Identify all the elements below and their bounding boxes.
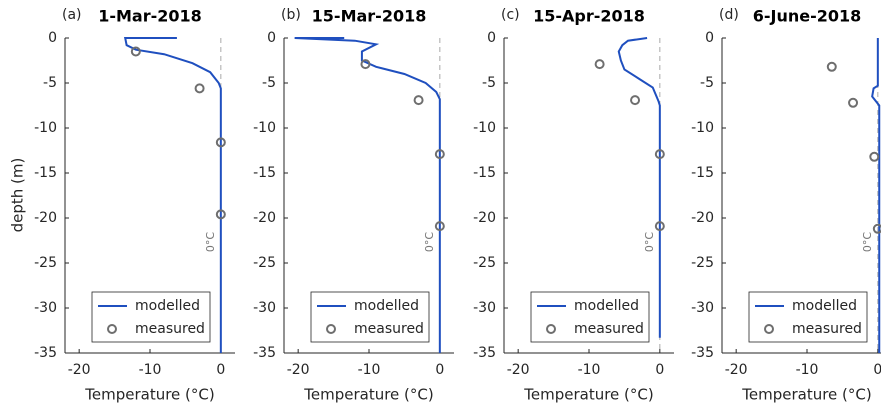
- y-tick-label: -30: [253, 300, 276, 316]
- x-tick-label: -20: [725, 362, 748, 378]
- x-axis-label: Temperature (°C): [303, 386, 433, 404]
- x-tick-label: -20: [507, 362, 530, 378]
- measured-point: [413, 95, 424, 106]
- y-tick-label: -15: [691, 165, 714, 181]
- y-tick-label: -30: [34, 300, 57, 316]
- y-tick-label: -35: [34, 345, 57, 361]
- y-tick-label: 0: [705, 30, 714, 46]
- y-tick-label: -5: [262, 75, 276, 91]
- y-tick-label: -25: [691, 255, 714, 271]
- legend-label: measured: [792, 321, 862, 337]
- y-tick-label: -25: [473, 255, 496, 271]
- chart-title: 1-Mar-2018: [98, 7, 202, 26]
- y-tick-label: -15: [473, 165, 496, 181]
- measured-point: [826, 61, 837, 72]
- y-tick-label: -5: [700, 75, 714, 91]
- y-tick-label: -25: [253, 255, 276, 271]
- panel-label: (c): [501, 7, 520, 23]
- panel: (b) 15-Mar-2018 0 -5 -10 -15 -20 -25 -30 -35 -20 -1…: [253, 7, 454, 404]
- x-tick-label: -10: [796, 362, 819, 378]
- y-tick-label: -5: [482, 75, 496, 91]
- measured-point: [215, 209, 226, 220]
- y-tick-label: -30: [691, 300, 714, 316]
- y-tick-label: -5: [43, 75, 57, 91]
- measured-point: [434, 221, 445, 232]
- x-axis-label: Temperature (°C): [741, 386, 871, 404]
- legend-label: modelled: [354, 298, 419, 314]
- measured-point: [848, 97, 859, 108]
- measured-point: [594, 59, 605, 70]
- y-tick-label: -25: [34, 255, 57, 271]
- y-axis-label: depth (m): [9, 158, 27, 233]
- annotation: 0°C: [204, 232, 217, 252]
- panel: (a) 1-Mar-2018 0 -5 -10 -15 -20 -25 -30 -35 -20 -10…: [9, 7, 235, 404]
- x-tick-label: 0: [435, 362, 444, 378]
- x-tick-label: -20: [68, 362, 91, 378]
- chart-title: 15-Apr-2018: [533, 7, 645, 26]
- legend-label: measured: [135, 321, 205, 337]
- y-tick-label: -10: [691, 120, 714, 136]
- measured-point: [130, 46, 141, 57]
- y-tick-label: -35: [473, 345, 496, 361]
- y-tick-label: -35: [253, 345, 276, 361]
- y-tick-label: -20: [253, 210, 276, 226]
- x-axis-label: Temperature (°C): [84, 386, 214, 404]
- x-axis-label: Temperature (°C): [523, 386, 653, 404]
- annotation: 0°C: [643, 232, 656, 252]
- legend-marker: [326, 324, 336, 334]
- x-tick-label: 0: [216, 362, 225, 378]
- x-tick-label: -10: [139, 362, 162, 378]
- measured-point: [360, 59, 371, 70]
- measured-point: [654, 221, 665, 232]
- measured-point: [215, 137, 226, 148]
- y-tick-label: -30: [473, 300, 496, 316]
- panel: (c) 15-Apr-2018 0 -5 -10 -15 -20 -25 -30 -35 -20 -1…: [473, 7, 674, 404]
- modelled-line: [871, 38, 881, 353]
- chart-title: 15-Mar-2018: [312, 7, 427, 26]
- legend-label: modelled: [574, 298, 639, 314]
- measured-point: [434, 149, 445, 160]
- y-tick-label: 0: [267, 30, 276, 46]
- y-tick-label: -10: [253, 120, 276, 136]
- chart-title: 6-June-2018: [753, 7, 862, 26]
- y-tick-label: -20: [691, 210, 714, 226]
- panel-label: (b): [281, 7, 301, 23]
- annotation: 0°C: [861, 232, 874, 252]
- panel: (d) 6-June-2018 0 -5 -10 -15 -20 -25 -30 -35 -20 -1…: [691, 7, 881, 404]
- measured-point: [872, 223, 881, 234]
- y-tick-label: -10: [473, 120, 496, 136]
- x-tick-label: 0: [873, 362, 881, 378]
- x-tick-label: -10: [578, 362, 601, 378]
- legend-label: modelled: [135, 298, 200, 314]
- legend-label: modelled: [792, 298, 857, 314]
- y-tick-label: -35: [691, 345, 714, 361]
- legend-marker: [764, 324, 774, 334]
- modelled-line: [123, 37, 222, 353]
- measured-point: [654, 149, 665, 160]
- legend-label: measured: [354, 321, 424, 337]
- y-tick-label: -15: [253, 165, 276, 181]
- x-tick-label: -20: [287, 362, 310, 378]
- y-tick-label: 0: [487, 30, 496, 46]
- y-tick-label: -10: [34, 120, 57, 136]
- measured-point: [869, 151, 880, 162]
- x-tick-label: 0: [655, 362, 664, 378]
- y-tick-label: -20: [473, 210, 496, 226]
- measured-point: [194, 83, 205, 94]
- panel-label: (d): [719, 7, 739, 23]
- modelled-line: [617, 37, 661, 338]
- y-tick-label: -15: [34, 165, 57, 181]
- legend-marker: [546, 324, 556, 334]
- panel-label: (a): [62, 7, 82, 23]
- measured-point: [630, 95, 641, 106]
- x-tick-label: -10: [358, 362, 381, 378]
- legend-marker: [107, 324, 117, 334]
- annotation: 0°C: [423, 232, 436, 252]
- legend-label: measured: [574, 321, 644, 337]
- y-tick-label: 0: [48, 30, 57, 46]
- y-tick-label: -20: [34, 210, 57, 226]
